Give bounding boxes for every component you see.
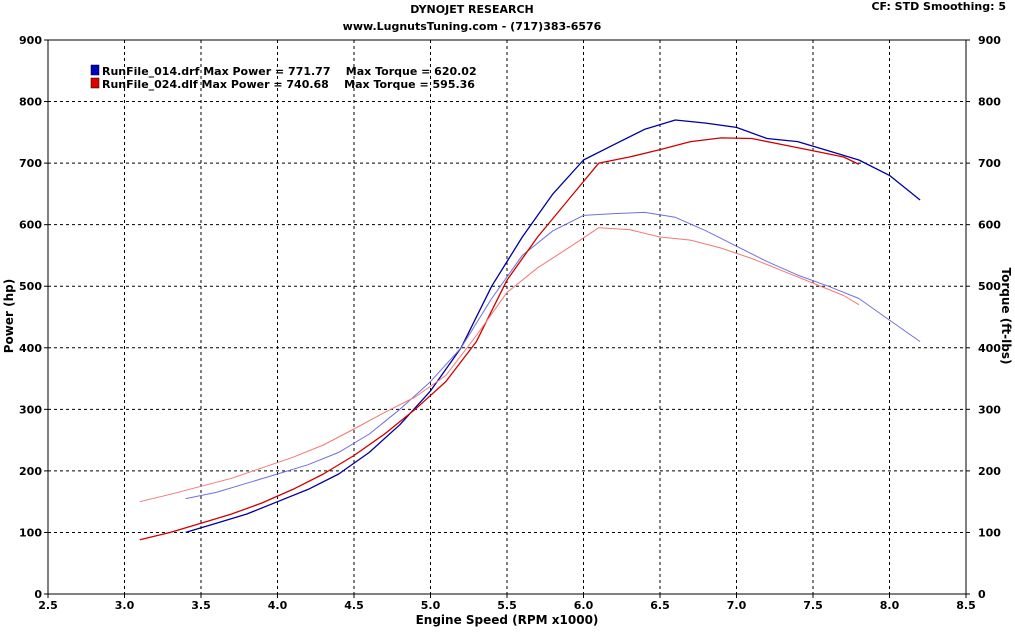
y2-axis-ticks: 0 100 200 300 400 500 600 700 800 900 (966, 34, 1001, 601)
y-tick-label: 100 (19, 526, 42, 539)
y2-tick-label: 100 (978, 526, 1001, 539)
y-tick-label: 300 (19, 403, 42, 416)
x-tick-label: 5.0 (421, 599, 441, 612)
y-tick-label: 0 (34, 588, 42, 601)
chart-subtitle: www.LugnutsTuning.com - (717)383-6576 (343, 20, 602, 33)
legend-entry: RunFile_024.dlf Max Power = 740.68 Max T… (102, 78, 475, 91)
legend-entry: RunFile_014.drf Max Power = 771.77 Max T… (102, 65, 477, 78)
series-line-power (185, 119, 921, 534)
chart-settings: CF: STD Smoothing: 5 (871, 0, 1006, 13)
y2-tick-label: 600 (978, 219, 1001, 232)
y-tick-label: 400 (19, 342, 42, 355)
series-line-power (139, 137, 860, 541)
y2-tick-label: 200 (978, 465, 1001, 478)
legend-swatch-blue (90, 64, 100, 76)
x-axis-label: Engine Speed (RPM x1000) (416, 613, 599, 627)
y-tick-label: 700 (19, 157, 42, 170)
grid-lines (48, 40, 966, 594)
x-tick-label: 2.5 (38, 599, 58, 612)
x-tick-label: 3.0 (115, 599, 135, 612)
x-tick-label: 6.5 (650, 599, 670, 612)
x-axis-ticks: 2.5 3.0 3.5 4.0 4.5 5.0 5.5 6.0 6.5 7.0 7.5 8.0 8.5 (38, 594, 976, 612)
chart-title: DYNOJET RESEARCH (410, 3, 533, 16)
y-tick-label: 800 (19, 96, 42, 109)
y-tick-label: 600 (19, 219, 42, 232)
y-axis-label: Power (hp) (2, 279, 16, 353)
legend-swatch-red (90, 77, 100, 89)
series-lines (139, 119, 921, 541)
y-tick-label: 200 (19, 465, 42, 478)
x-tick-label: 6.0 (574, 599, 594, 612)
x-tick-label: 4.0 (268, 599, 288, 612)
x-tick-label: 5.5 (497, 599, 517, 612)
y2-tick-label: 300 (978, 403, 1001, 416)
legend: RunFile_014.drf Max Power = 771.77 Max T… (90, 64, 477, 91)
y2-tick-label: 900 (978, 34, 1001, 47)
x-tick-label: 7.5 (803, 599, 823, 612)
series-line-torque (185, 211, 921, 500)
y2-tick-label: 0 (978, 588, 986, 601)
y-axis-ticks: 0 100 200 300 400 500 600 700 800 900 (19, 34, 48, 601)
y2-tick-label: 400 (978, 342, 1001, 355)
y-tick-label: 900 (19, 34, 42, 47)
x-tick-label: 8.0 (880, 599, 900, 612)
y2-tick-label: 500 (978, 280, 1001, 293)
y-tick-label: 500 (19, 280, 42, 293)
series-line-torque (139, 227, 860, 503)
x-tick-label: 8.5 (956, 599, 976, 612)
x-tick-label: 3.5 (191, 599, 211, 612)
y2-tick-label: 700 (978, 157, 1001, 170)
x-tick-label: 4.5 (344, 599, 364, 612)
x-tick-label: 7.0 (727, 599, 747, 612)
y2-tick-label: 800 (978, 96, 1001, 109)
y2-axis-label: Torque (ft-lbs) (999, 268, 1013, 365)
